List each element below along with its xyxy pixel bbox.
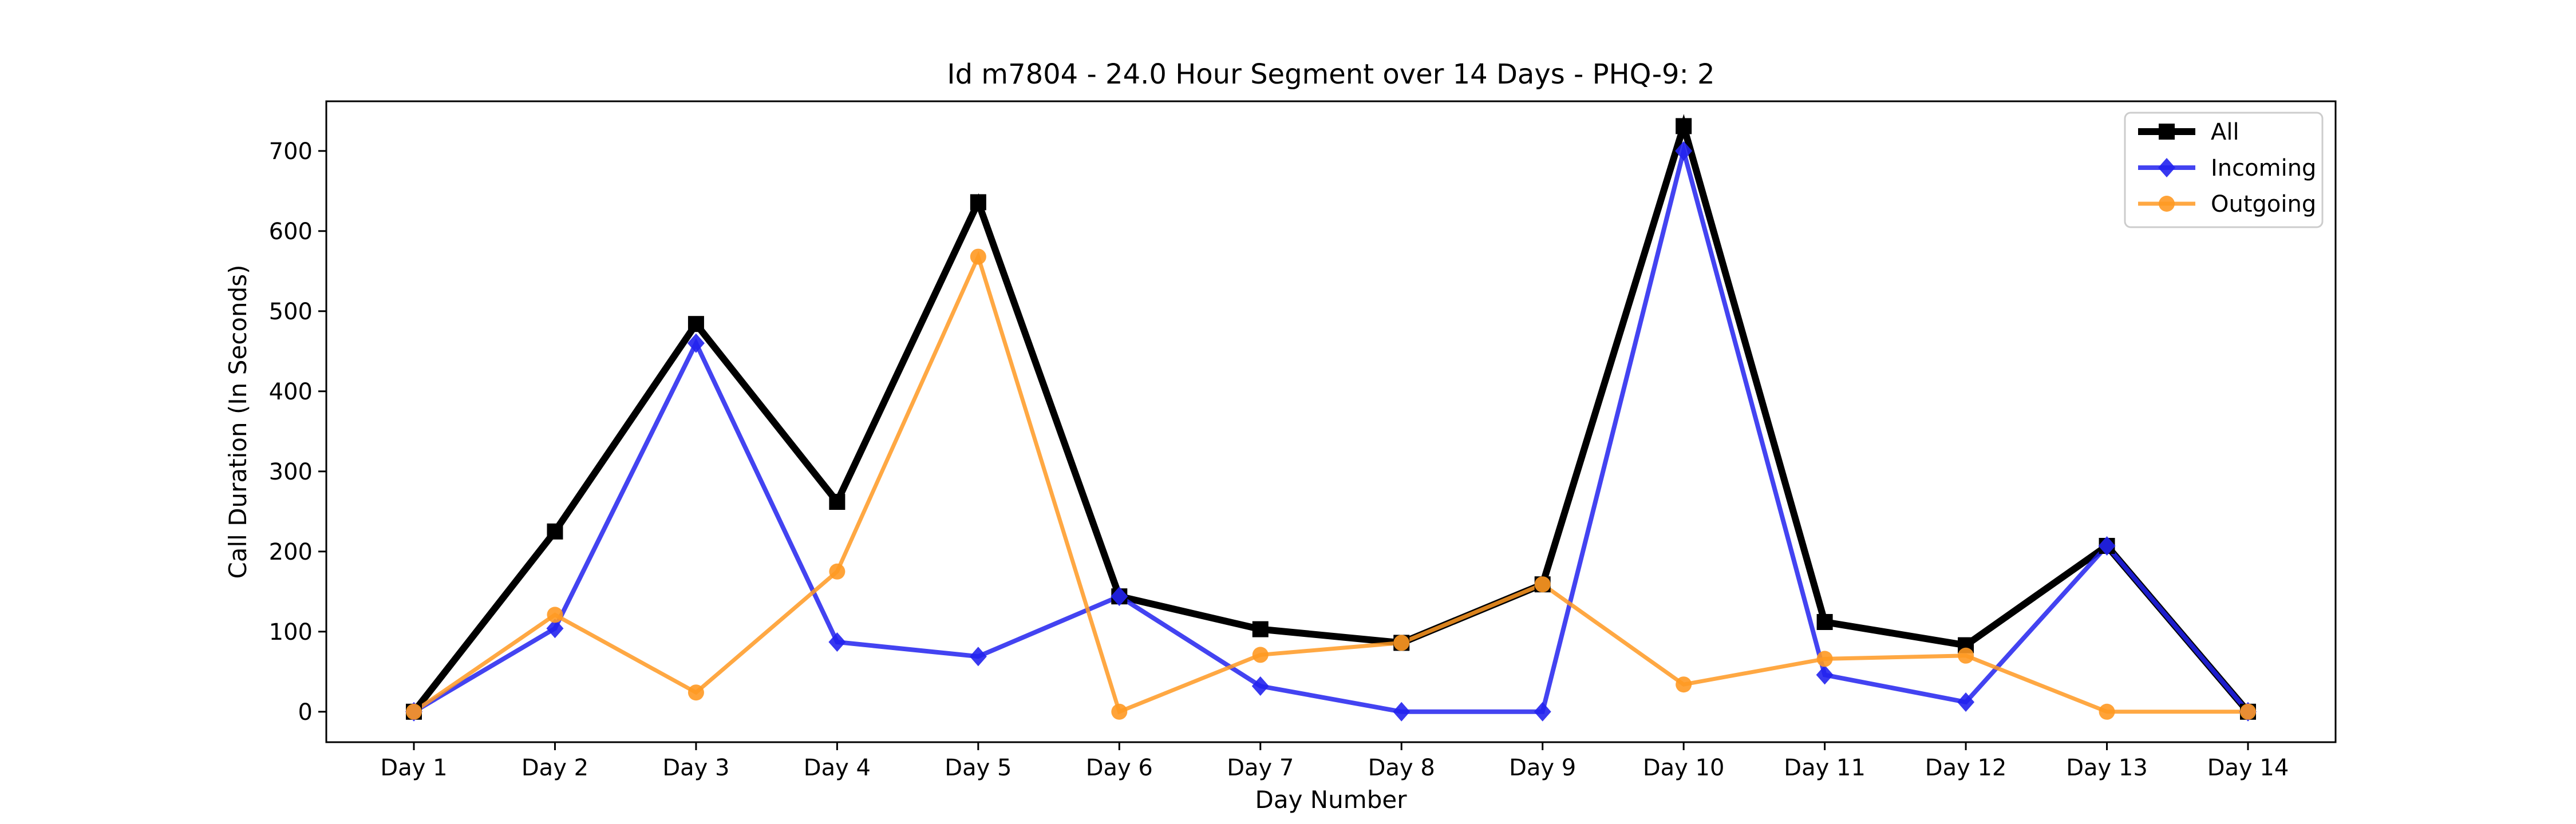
series-lines bbox=[411, 114, 2251, 715]
data-point-outgoing bbox=[1534, 576, 1551, 593]
y-tick-label: 400 bbox=[269, 379, 313, 405]
data-point-all bbox=[1816, 614, 1833, 630]
x-tick-label: Day 11 bbox=[1784, 755, 1866, 781]
y-axis-label: Call Duration (In Seconds) bbox=[224, 264, 252, 579]
plot-area bbox=[325, 100, 2337, 743]
data-point-incoming bbox=[687, 333, 705, 353]
legend-label-incoming: Incoming bbox=[2211, 155, 2316, 181]
x-tick-label: Day 10 bbox=[1643, 755, 1725, 781]
data-point-outgoing bbox=[547, 607, 563, 623]
legend-label-all: All bbox=[2211, 119, 2239, 145]
x-axis: Day 1 Day 2 Day 3 Day 4 Day 5 Day 6 Day 7 Day 8… bbox=[380, 742, 2289, 781]
x-tick-label: Day 12 bbox=[1925, 755, 2007, 781]
data-point-outgoing bbox=[2240, 703, 2256, 720]
data-point-outgoing bbox=[1111, 703, 1128, 720]
y-tick-label: 200 bbox=[269, 539, 313, 565]
data-point-incoming bbox=[969, 647, 987, 667]
data-point-all bbox=[688, 316, 704, 332]
legend: All Incoming Outgoing bbox=[2124, 112, 2324, 228]
data-point-incoming bbox=[1534, 702, 1551, 722]
y-tick-label: 500 bbox=[269, 299, 313, 325]
data-point-outgoing bbox=[406, 703, 422, 720]
data-point-incoming bbox=[2098, 536, 2116, 556]
x-tick-label: Day 5 bbox=[945, 755, 1012, 781]
x-tick-label: Day 6 bbox=[1086, 755, 1153, 781]
x-axis-label: Day Number bbox=[1255, 786, 1407, 814]
data-point-incoming bbox=[1816, 665, 1834, 685]
y-tick-label: 100 bbox=[269, 619, 313, 645]
y-tick-label: 600 bbox=[269, 219, 313, 245]
data-point-all bbox=[1252, 621, 1269, 637]
series-line-all bbox=[411, 114, 2251, 714]
x-tick-label: Day 14 bbox=[2207, 755, 2289, 781]
x-tick-label: Day 3 bbox=[662, 755, 729, 781]
data-point-outgoing bbox=[1816, 651, 1833, 667]
series-markers bbox=[405, 118, 2257, 722]
y-tick-label: 700 bbox=[269, 138, 313, 165]
data-point-incoming bbox=[1393, 702, 1411, 722]
data-point-outgoing bbox=[1393, 635, 1410, 651]
x-tick-label: Day 7 bbox=[1227, 755, 1294, 781]
x-tick-label: Day 1 bbox=[380, 755, 447, 781]
legend-label-outgoing: Outgoing bbox=[2211, 191, 2316, 217]
data-point-all bbox=[829, 494, 846, 510]
legend-box bbox=[2124, 112, 2324, 228]
data-point-incoming bbox=[828, 632, 846, 652]
data-point-incoming bbox=[1111, 587, 1128, 607]
data-point-outgoing bbox=[1676, 676, 1692, 693]
x-tick-label: Day 2 bbox=[521, 755, 588, 781]
data-point-outgoing bbox=[829, 563, 846, 580]
legend-marker-incoming bbox=[2158, 158, 2175, 177]
x-tick-label: Day 9 bbox=[1509, 755, 1576, 781]
data-point-incoming bbox=[1675, 141, 1693, 161]
y-tick-label: 0 bbox=[298, 699, 313, 726]
y-tick-label: 300 bbox=[269, 459, 313, 485]
legend-marker-all bbox=[2159, 124, 2175, 140]
series-line-outgoing bbox=[413, 251, 2248, 715]
data-point-all bbox=[1676, 118, 1692, 134]
chart-title: Id m7804 - 24.0 Hour Segment over 14 Day… bbox=[947, 58, 1714, 90]
data-point-incoming bbox=[1957, 692, 1975, 712]
series-line-incoming bbox=[412, 141, 2250, 714]
data-point-outgoing bbox=[688, 684, 704, 701]
data-point-incoming bbox=[1251, 676, 1269, 696]
data-point-outgoing bbox=[2099, 703, 2115, 720]
x-tick-label: Day 4 bbox=[804, 755, 871, 781]
legend-marker-outgoing bbox=[2159, 196, 2175, 212]
data-point-incoming bbox=[546, 619, 564, 639]
data-point-outgoing bbox=[1252, 647, 1269, 663]
data-point-outgoing bbox=[970, 248, 986, 265]
x-tick-label: Day 13 bbox=[2066, 755, 2148, 781]
x-tick-label: Day 8 bbox=[1368, 755, 1435, 781]
data-point-outgoing bbox=[1958, 647, 1974, 664]
data-point-all bbox=[547, 523, 563, 540]
y-axis: 0 100 200 300 400 500 600 700 bbox=[269, 138, 326, 726]
data-point-all bbox=[970, 194, 986, 211]
